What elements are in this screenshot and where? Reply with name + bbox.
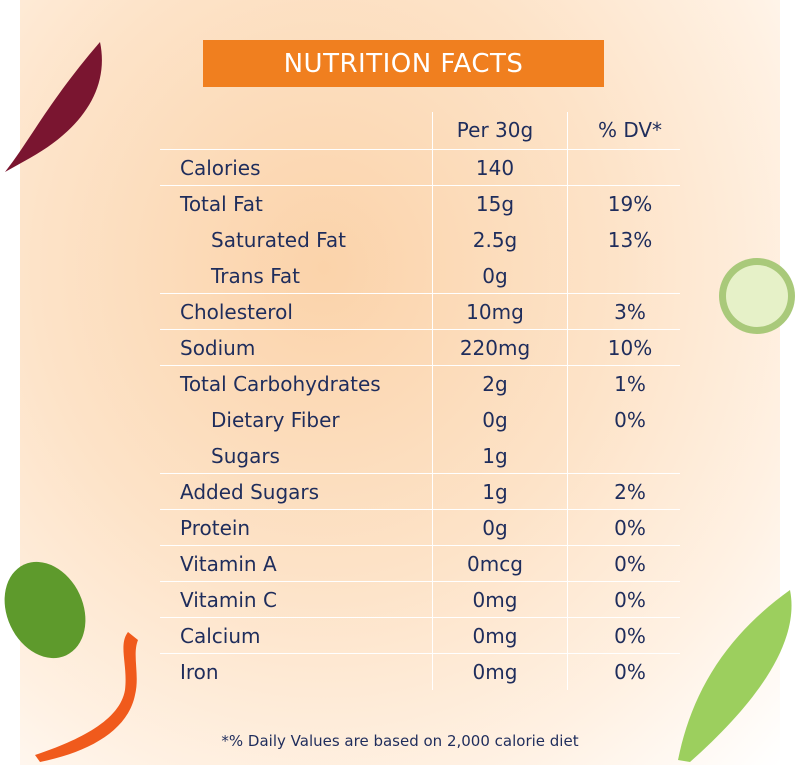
per-serving: 140 — [475, 156, 515, 180]
title-banner: NUTRITION FACTS — [203, 40, 604, 87]
daily-value: 2% — [614, 480, 646, 504]
column-header: Per 30g — [456, 118, 534, 142]
row-label: Trans Fat — [211, 264, 300, 288]
row-divider — [160, 329, 680, 330]
row-label: Calcium — [180, 624, 261, 648]
daily-value: 1% — [614, 372, 646, 396]
per-serving: 0g — [482, 516, 508, 540]
row-label: Cholesterol — [180, 300, 293, 324]
column-divider — [432, 112, 433, 690]
daily-value: 10% — [607, 336, 653, 360]
per-serving: 0mg — [472, 660, 518, 684]
daily-value: 19% — [607, 192, 653, 216]
daily-value: 3% — [614, 300, 646, 324]
row-divider — [160, 149, 680, 150]
per-serving: 1g — [482, 480, 508, 504]
row-label: Iron — [180, 660, 219, 684]
row-label: Saturated Fat — [211, 228, 346, 252]
row-divider — [160, 473, 680, 474]
row-label: Vitamin C — [180, 588, 277, 612]
column-header: % DV* — [597, 118, 663, 142]
row-divider — [160, 545, 680, 546]
per-serving: 0mg — [472, 588, 518, 612]
per-serving: 0g — [482, 408, 508, 432]
row-label: Vitamin A — [180, 552, 277, 576]
daily-value: 0% — [614, 588, 646, 612]
per-serving: 10mg — [466, 300, 524, 324]
daily-value: 0% — [614, 552, 646, 576]
per-serving: 2g — [482, 372, 508, 396]
per-serving: 0g — [482, 264, 508, 288]
daily-value: 0% — [614, 408, 646, 432]
row-divider — [160, 653, 680, 654]
per-serving: 0mg — [472, 624, 518, 648]
row-label: Sodium — [180, 336, 256, 360]
row-label: Total Carbohydrates — [180, 372, 381, 396]
row-label: Total Fat — [180, 192, 263, 216]
per-serving: 220mg — [459, 336, 531, 360]
daily-value: 13% — [607, 228, 653, 252]
row-divider — [160, 509, 680, 510]
row-divider — [160, 185, 680, 186]
footnote: *% Daily Values are based on 2,000 calor… — [221, 732, 579, 750]
background — [20, 0, 780, 765]
row-label: Sugars — [211, 444, 280, 468]
row-label: Protein — [180, 516, 251, 540]
per-serving: 2.5g — [472, 228, 518, 252]
row-label: Added Sugars — [180, 480, 320, 504]
daily-value: 0% — [614, 624, 646, 648]
per-serving: 1g — [482, 444, 508, 468]
row-divider — [160, 617, 680, 618]
row-divider — [160, 365, 680, 366]
column-divider — [567, 112, 568, 690]
row-label: Calories — [180, 156, 261, 180]
per-serving: 0mcg — [467, 552, 523, 576]
row-label: Dietary Fiber — [211, 408, 340, 432]
row-divider — [160, 293, 680, 294]
daily-value: 0% — [614, 660, 646, 684]
per-serving: 15g — [475, 192, 515, 216]
daily-value: 0% — [614, 516, 646, 540]
row-divider — [160, 581, 680, 582]
